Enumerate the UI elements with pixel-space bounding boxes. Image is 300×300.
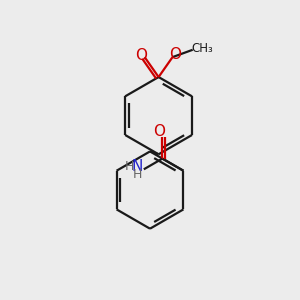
Text: H: H: [125, 160, 134, 173]
Text: O: O: [169, 47, 181, 62]
Text: CH₃: CH₃: [192, 42, 214, 55]
Text: O: O: [153, 124, 165, 140]
Text: O: O: [135, 48, 147, 63]
Text: N: N: [132, 159, 143, 174]
Text: H: H: [133, 168, 142, 181]
